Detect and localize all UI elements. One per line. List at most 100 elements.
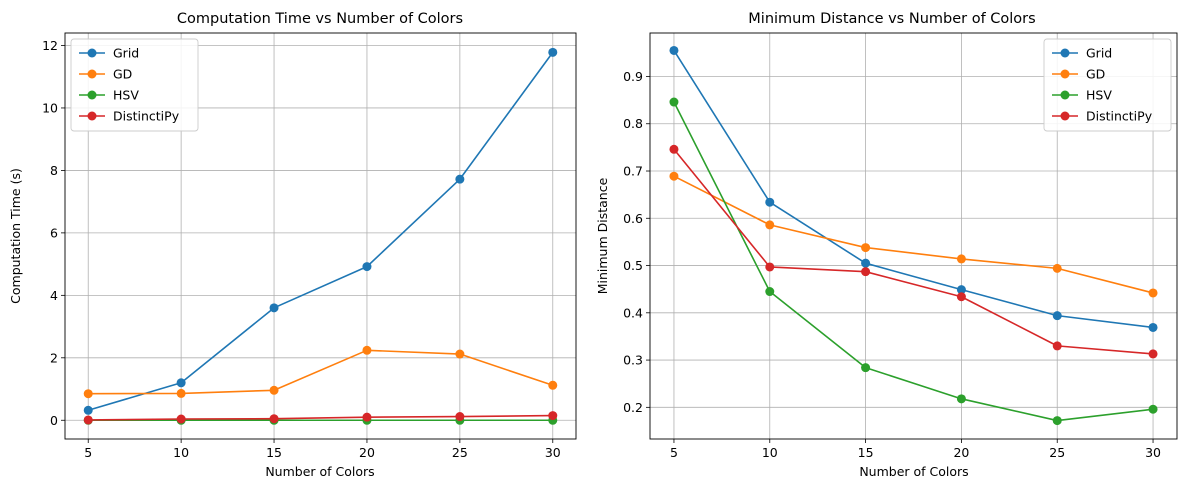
series-layer	[83, 47, 558, 425]
data-point	[861, 243, 871, 253]
data-point	[1148, 349, 1158, 359]
y-tick-label: 0.3	[623, 353, 643, 368]
data-point	[176, 388, 186, 398]
y-tick-label: 0.6	[623, 211, 643, 226]
data-point	[548, 411, 558, 421]
data-point	[861, 258, 871, 268]
x-tick-label: 30	[545, 445, 561, 460]
data-point	[176, 378, 186, 388]
chart-title: Minimum Distance vs Number of Colors	[748, 11, 1035, 27]
data-point	[269, 385, 279, 395]
data-point	[362, 345, 372, 355]
chart-minimum-distance: Minimum Distance vs Number of Colors 5 10…	[595, 11, 1178, 479]
x-tick-label: 15	[266, 445, 282, 460]
legend-marker	[87, 69, 97, 79]
series-line	[88, 51, 554, 412]
data-point	[669, 171, 679, 181]
data-point	[362, 412, 372, 422]
legend-item-distinctipy: DistinctiPy	[79, 109, 180, 124]
y-tick-label: 0.4	[623, 305, 643, 320]
y-tick-label: 2	[50, 350, 58, 365]
y-tick-label: 10	[42, 100, 58, 115]
data-point	[765, 287, 775, 297]
legend-marker	[1060, 90, 1070, 100]
legend-item-distinctipy: DistinctiPy	[1052, 109, 1153, 124]
series-line	[673, 101, 1154, 422]
data-point	[548, 47, 558, 57]
data-point	[956, 394, 966, 404]
x-tick-label: 5	[84, 445, 92, 460]
legend-marker	[87, 90, 97, 100]
x-tick-label: 10	[762, 445, 778, 460]
data-point	[1148, 288, 1158, 298]
legend-label: GD	[113, 67, 132, 82]
x-tick-label: 10	[173, 445, 189, 460]
data-point	[1052, 311, 1062, 321]
data-point	[669, 45, 679, 55]
x-tick-label: 25	[1049, 445, 1065, 460]
legend-label: HSV	[113, 88, 139, 103]
data-point	[861, 267, 871, 277]
x-ticks: 5 10 15 20 25 30	[84, 439, 561, 460]
series-distinctipy	[669, 144, 1158, 359]
y-tick-label: 0	[50, 413, 58, 428]
y-tick-label: 4	[50, 288, 58, 303]
series-hsv	[669, 97, 1158, 426]
legend-label: Grid	[1086, 46, 1112, 61]
y-tick-label: 0.2	[623, 400, 643, 415]
y-tick-label: 12	[42, 38, 58, 53]
data-point	[269, 414, 279, 424]
data-point	[669, 97, 679, 107]
y-axis-label: Computation Time (s)	[8, 168, 23, 304]
y-tick-label: 0.9	[623, 69, 643, 84]
x-tick-label: 20	[359, 445, 375, 460]
legend-label: Grid	[113, 46, 139, 61]
series-layer	[669, 45, 1158, 426]
x-axis-label: Number of Colors	[859, 464, 968, 479]
series-gd	[83, 345, 558, 399]
y-axis-label: Minimum Distance	[595, 177, 610, 294]
series-grid	[669, 45, 1158, 332]
series-line	[673, 175, 1154, 294]
data-point	[83, 389, 93, 399]
series-grid	[83, 47, 558, 415]
series-distinctipy	[83, 411, 558, 425]
plot-frame	[64, 32, 577, 440]
data-point	[1052, 263, 1062, 273]
legend-marker	[1060, 111, 1070, 121]
legend-box	[1043, 38, 1172, 132]
series-line	[673, 148, 1154, 355]
data-point	[269, 303, 279, 313]
data-point	[455, 174, 465, 184]
y-tick-label: 0.7	[623, 164, 643, 179]
legend-item-gd: GD	[79, 67, 132, 82]
legend-marker	[87, 48, 97, 58]
y-tick-label: 8	[50, 163, 58, 178]
y-tick-label: 6	[50, 225, 58, 240]
chart-title: Computation Time vs Number of Colors	[177, 11, 463, 27]
data-point	[176, 414, 186, 424]
legend: Grid GD HSV DistinctiPy	[1043, 38, 1172, 132]
legend-label: GD	[1086, 67, 1105, 82]
series-line	[88, 414, 553, 421]
data-point	[83, 415, 93, 425]
legend-item-grid: Grid	[1052, 46, 1112, 61]
y-ticks: 0.2 0.3 0.4 0.5 0.6 0.7 0.8 0.9	[623, 69, 650, 415]
legend: Grid GD HSV DistinctiPy	[70, 38, 199, 132]
legend-marker	[1060, 69, 1070, 79]
legend-box	[70, 38, 199, 132]
data-point	[765, 262, 775, 272]
x-tick-label: 5	[670, 445, 678, 460]
data-point	[83, 405, 93, 415]
data-point	[1052, 341, 1062, 351]
x-tick-label: 25	[452, 445, 468, 460]
series-line	[673, 50, 1154, 329]
legend-item-grid: Grid	[79, 46, 139, 61]
y-tick-label: 0.5	[623, 258, 643, 273]
legend-item-hsv: HSV	[1052, 88, 1112, 103]
legend-label: DistinctiPy	[113, 109, 180, 124]
plot-frame	[649, 32, 1178, 440]
data-point	[362, 262, 372, 272]
legend-item-gd: GD	[1052, 67, 1105, 82]
data-point	[548, 380, 558, 390]
